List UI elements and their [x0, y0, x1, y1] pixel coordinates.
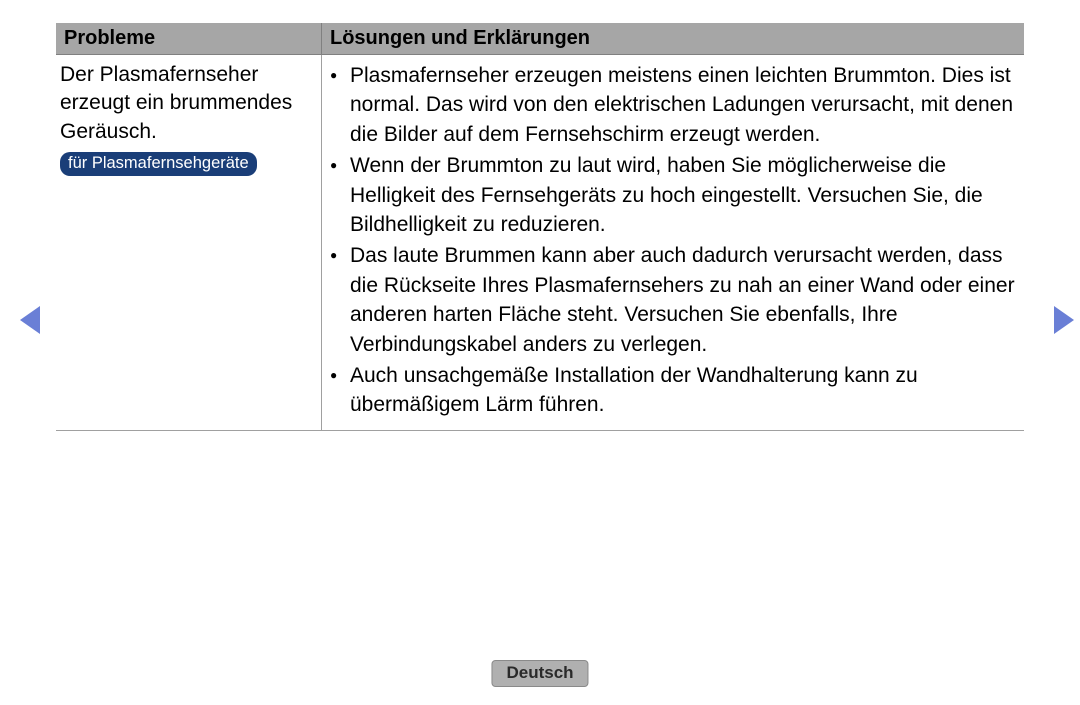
page: Probleme Lösungen und Erklärungen Der Pl… — [0, 0, 1080, 705]
list-item: Auch unsachgemäße Installation der Wandh… — [328, 361, 1020, 420]
header-solutions: Lösungen und Erklärungen — [322, 23, 1024, 54]
device-badge: für Plasmafernsehgeräte — [60, 152, 257, 176]
table-row: Der Plasmafernseher erzeugt ein brummend… — [56, 55, 1024, 431]
list-item: Wenn der Brummton zu laut wird, haben Si… — [328, 151, 1020, 239]
troubleshooting-table: Probleme Lösungen und Erklärungen Der Pl… — [56, 23, 1024, 431]
cell-solutions: Plasmafernseher erzeugen meistens einen … — [322, 55, 1024, 430]
cell-problem: Der Plasmafernseher erzeugt ein brummend… — [56, 55, 322, 430]
language-button[interactable]: Deutsch — [491, 660, 588, 687]
next-page-arrow-icon[interactable] — [1054, 306, 1074, 334]
prev-page-arrow-icon[interactable] — [20, 306, 40, 334]
solutions-list: Plasmafernseher erzeugen meistens einen … — [328, 61, 1020, 420]
problem-text: Der Plasmafernseher erzeugt ein brummend… — [60, 61, 313, 146]
table-header-row: Probleme Lösungen und Erklärungen — [56, 23, 1024, 55]
header-problems: Probleme — [56, 23, 322, 54]
list-item: Das laute Brummen kann aber auch dadurch… — [328, 241, 1020, 359]
list-item: Plasmafernseher erzeugen meistens einen … — [328, 61, 1020, 149]
